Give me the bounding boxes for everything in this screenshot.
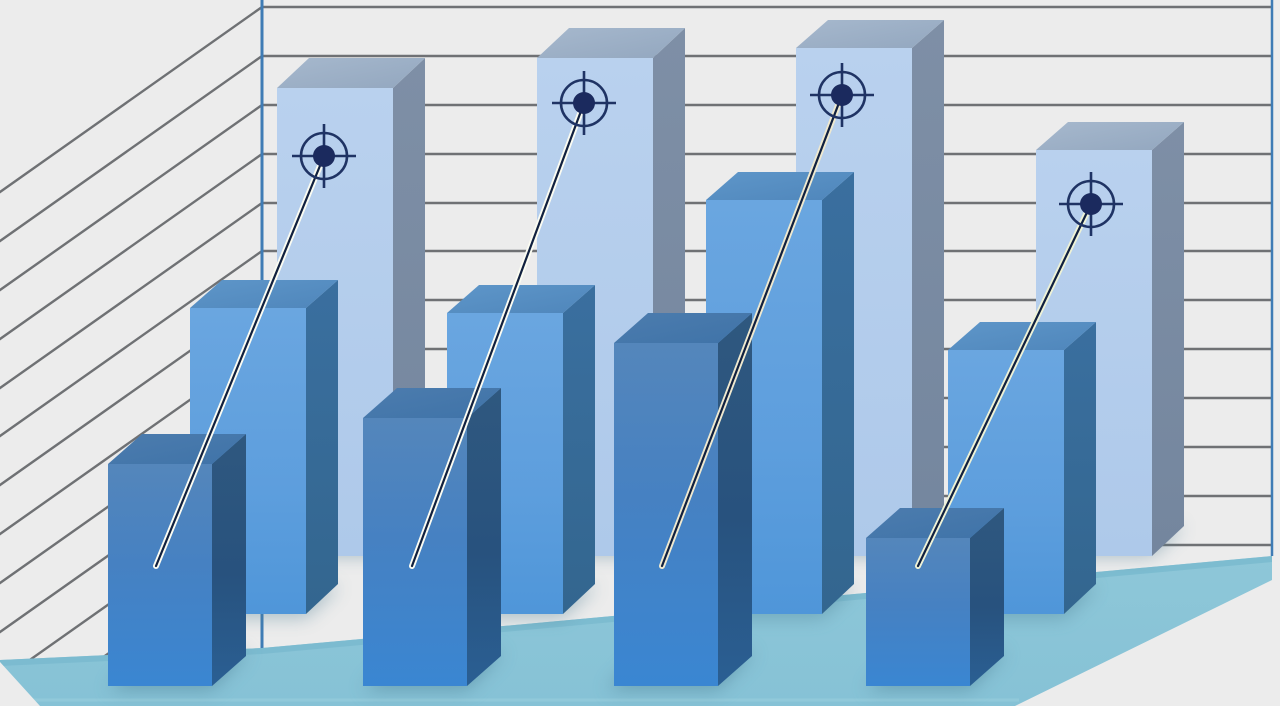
target-core: [831, 84, 853, 106]
gridline-diagonal: [0, 250, 262, 550]
bar-front-face: [614, 343, 718, 686]
bar-side-face: [970, 508, 1004, 686]
front-bar-3[interactable]: [614, 313, 752, 686]
mid-bar-4[interactable]: [948, 322, 1096, 614]
bar-top-face: [277, 58, 425, 88]
bar-top-face: [108, 434, 246, 464]
bar-top-face: [614, 313, 752, 343]
bar-top-face: [1036, 122, 1184, 150]
bar-side-face: [563, 285, 595, 614]
target-markers: [292, 63, 1123, 236]
bar-top-face: [190, 280, 338, 308]
bar-side-face: [912, 20, 944, 556]
target-marker-3[interactable]: [810, 63, 874, 127]
bar-top-face: [706, 172, 854, 200]
bar-top-face: [948, 322, 1096, 350]
target-core: [1080, 193, 1102, 215]
bar-side-face: [467, 388, 501, 686]
bar-top-face: [866, 508, 1004, 538]
target-core: [573, 92, 595, 114]
gridline-diagonal: [0, 6, 262, 306]
bar-side-face: [306, 280, 338, 614]
wall-floor-corner-wedge: [0, 662, 40, 706]
bar-top-face: [796, 20, 944, 48]
target-marker-2[interactable]: [552, 71, 616, 135]
bar-side-face: [1152, 122, 1184, 556]
gridline-diagonal: [0, 153, 262, 453]
pointer-1: [153, 153, 327, 569]
target-ring: [559, 78, 609, 128]
gridline-diagonal: [0, 104, 262, 404]
bar-top-face: [363, 388, 501, 418]
bar-top-face: [537, 28, 685, 58]
target-ring: [1066, 179, 1116, 229]
front-bar-4[interactable]: [866, 508, 1004, 686]
front-bar-2[interactable]: [363, 388, 501, 686]
bar-top-face: [447, 285, 595, 313]
bar-side-face: [822, 172, 854, 614]
gridline-diagonal: [0, 55, 262, 355]
bar-side-face: [718, 313, 752, 686]
target-ring: [299, 131, 349, 181]
pointer-lines: [153, 92, 1094, 569]
bar-front-face: [108, 464, 212, 686]
bar-side-face: [1064, 322, 1096, 614]
front-bar-1[interactable]: [108, 434, 246, 686]
pointer-2: [409, 100, 587, 569]
bar-side-face: [212, 434, 246, 686]
target-core: [313, 145, 335, 167]
gridline-diagonal: [0, 202, 262, 502]
target-marker-1[interactable]: [292, 124, 356, 188]
target-marker-4[interactable]: [1059, 172, 1123, 236]
pointer-4: [915, 201, 1094, 569]
target-ring: [817, 70, 867, 120]
pointer-3: [659, 92, 845, 569]
